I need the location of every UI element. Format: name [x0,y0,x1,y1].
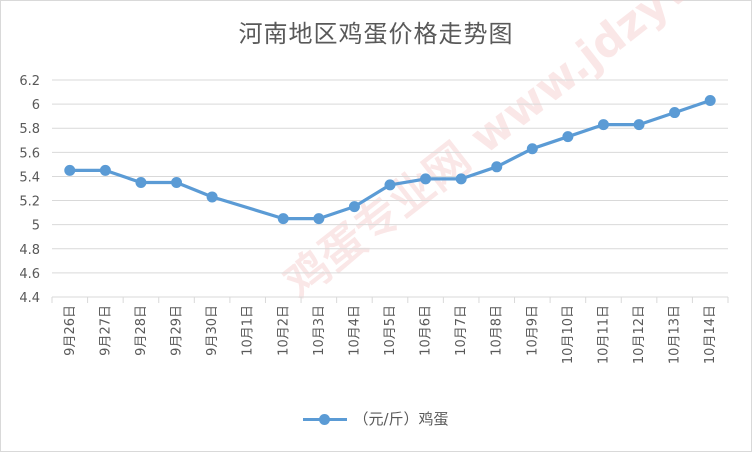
chart-title: 河南地区鸡蛋价格走势图 [238,20,514,48]
data-point [455,173,467,185]
data-point [420,173,432,185]
x-tick-label: 10月8日 [490,305,505,356]
x-tick-label: 10月10日 [561,305,576,364]
y-tick-label: 6.2 [19,74,40,89]
data-point [597,119,609,131]
data-point [384,179,396,191]
x-tick-label: 9月30日 [205,305,220,356]
data-point [171,176,183,188]
data-point [99,164,111,176]
legend: （元/斤）鸡蛋 [0,408,752,429]
x-tick-label: 9月28日 [134,305,149,356]
data-point [135,176,147,188]
y-tick-label: 6 [32,98,40,113]
series-line [69,98,711,221]
x-tick-label: 10月12日 [632,305,647,364]
x-tick-label: 10月6日 [419,305,434,356]
x-tick-label: 10月14日 [703,305,718,364]
x-tick-label: 10月11日 [596,305,611,364]
y-tick-label: 5.8 [19,122,40,137]
x-tick-label: 10月13日 [668,305,683,364]
x-tick-label: 9月29日 [170,305,185,356]
data-point [313,213,325,225]
data-point [704,94,716,106]
data-point [491,161,503,173]
data-point [562,131,574,143]
data-point [669,107,681,119]
x-tick-label: 9月26日 [63,305,78,356]
data-point [64,164,76,176]
data-point [206,191,218,203]
y-tick-label: 5 [32,219,40,234]
y-tick-label: 5.2 [19,195,40,210]
x-tick-label: 10月7日 [454,305,469,356]
y-tick-label: 4.4 [19,291,40,306]
x-tick-label: 10月3日 [312,305,327,356]
y-tick-label: 5.6 [19,146,40,161]
legend-label: （元/斤）鸡蛋 [353,410,449,428]
data-point [633,119,645,131]
x-tick-label: 10月5日 [383,305,398,356]
y-tick-label: 4.6 [19,267,40,282]
x-tick-label: 10月2日 [276,305,291,356]
data-point [277,213,289,225]
x-tick-label: 9月27日 [98,305,113,356]
y-tick-label: 4.8 [19,243,40,258]
x-tick-label: 10月4日 [347,305,362,356]
x-tick-label: 10月9日 [525,305,540,356]
legend-swatch [303,413,348,427]
x-tick-label: 10月1日 [241,305,256,356]
y-tick-label: 5.4 [19,170,40,185]
data-point [526,143,538,155]
data-point [348,201,360,213]
